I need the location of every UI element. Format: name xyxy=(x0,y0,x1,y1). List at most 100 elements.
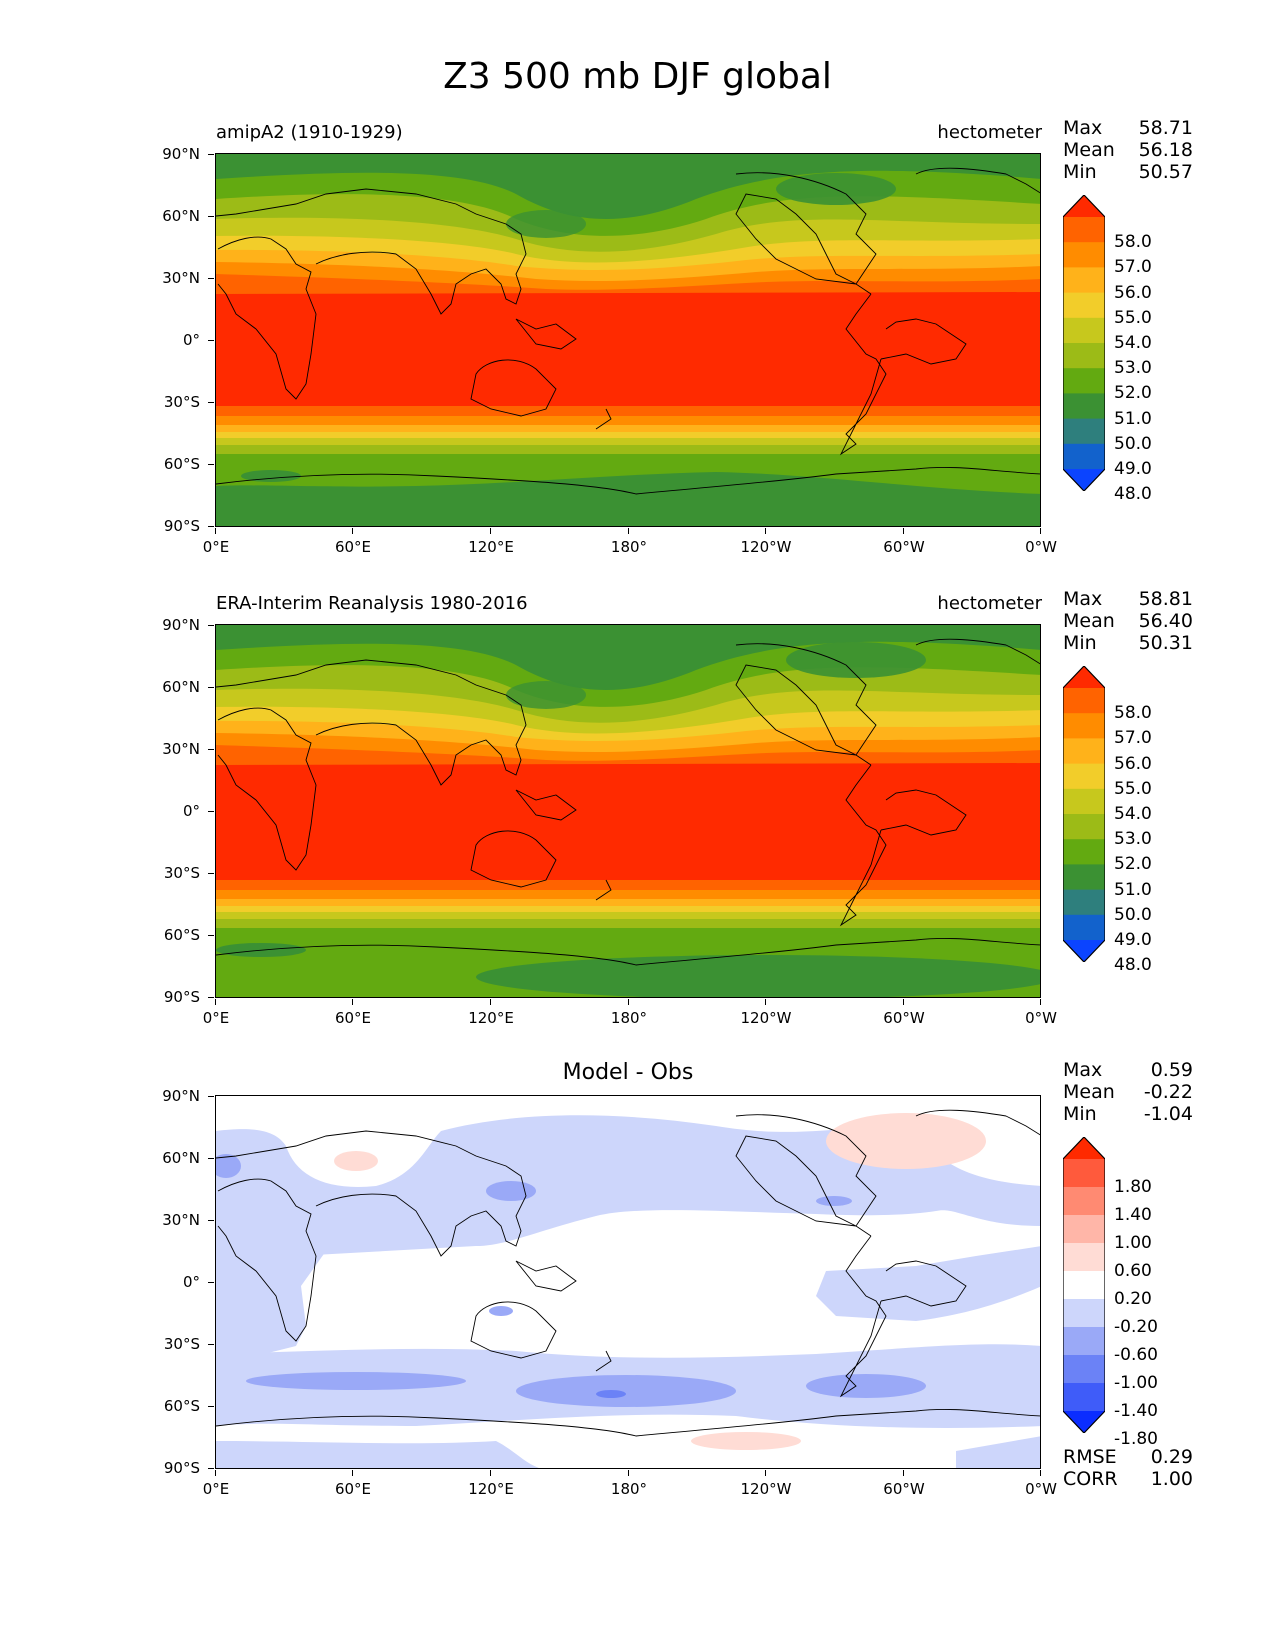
panel3-xtick: 0°W xyxy=(1001,1470,1081,1498)
panel2-xtick: 60°E xyxy=(313,999,393,1027)
panel2-ytick: 0° xyxy=(140,803,214,819)
panel3-xtick: 60°E xyxy=(313,1470,393,1498)
panel1-stats: Max 58.71 Mean 56.18 Min 50.57 xyxy=(1063,117,1193,183)
panel2-ytick: 60°N xyxy=(140,679,214,695)
colorbar-tick-label: 57.0 xyxy=(1114,728,1152,749)
panel3-map xyxy=(215,1095,1041,1469)
colorbar-tick-label: 49.0 xyxy=(1114,930,1152,950)
stat-label: Max xyxy=(1063,588,1103,610)
colorbar-segment xyxy=(1063,292,1105,319)
colorbar-segment xyxy=(1063,763,1105,790)
stat-max: 58.71 xyxy=(1138,117,1193,139)
colorbar-tick-label: 52.0 xyxy=(1114,383,1152,404)
stat-label: Mean xyxy=(1063,610,1115,632)
panel3-xtick: 120°W xyxy=(726,1470,806,1498)
colorbar-tick-label: -1.40 xyxy=(1114,1401,1158,1421)
panel3-ytick: 60°S xyxy=(140,1398,214,1414)
colorbar-segment xyxy=(1063,267,1105,294)
panel3-metrics: RMSE 0.29 CORR 1.00 xyxy=(1063,1446,1193,1490)
panel2-ytick: 90°S xyxy=(140,989,214,1005)
panel3-contour-fill xyxy=(216,1096,1040,1468)
panel2-xtick: 120°E xyxy=(451,999,531,1027)
panel1-ytick: 0° xyxy=(140,332,214,348)
panel3-xtick: 0°E xyxy=(176,1470,256,1498)
stat-label: Min xyxy=(1063,1103,1097,1125)
colorbar-tick-label: 48.0 xyxy=(1114,484,1152,505)
panel2-map xyxy=(215,624,1041,998)
colorbar-tick-label: 48.0 xyxy=(1114,955,1152,976)
colorbar-segment xyxy=(1063,443,1105,470)
panel1-subtitle: amipA2 (1910-1929) xyxy=(216,122,403,143)
panel1-xtick: 60°W xyxy=(864,528,944,556)
panel1-xtick: 0°W xyxy=(1001,528,1081,556)
colorbar-tick-label: 54.0 xyxy=(1114,333,1152,353)
stat-min: 50.57 xyxy=(1138,161,1193,183)
panel2-subtitle: ERA-Interim Reanalysis 1980-2016 xyxy=(216,593,528,614)
colorbar-segment xyxy=(1063,889,1105,916)
panel1-ytick: 60°S xyxy=(140,456,214,472)
colorbar-tick-label: 58.0 xyxy=(1114,703,1152,724)
stat-label: Mean xyxy=(1063,1081,1115,1103)
colorbar-graphic xyxy=(1062,1136,1106,1434)
panel1-ytick: 30°N xyxy=(140,270,214,286)
stat-max: 58.81 xyxy=(1138,588,1193,610)
colorbar-segment xyxy=(1063,217,1105,243)
colorbar-segment xyxy=(1063,1243,1105,1272)
metric-label: CORR xyxy=(1063,1468,1118,1490)
colorbar-tick-label: 51.0 xyxy=(1114,879,1152,900)
panel3-coastlines xyxy=(216,1109,1040,1437)
stat-min: -1.04 xyxy=(1143,1103,1193,1125)
panel2-xtick: 180° xyxy=(589,999,669,1027)
rmse-value: 0.29 xyxy=(1150,1446,1193,1468)
panel3-stats: Max 0.59 Mean -0.22 Min -1.04 xyxy=(1063,1059,1193,1125)
colorbar-tick-label: 55.0 xyxy=(1114,778,1152,799)
panel1-xtick: 180° xyxy=(589,528,669,556)
stat-min: 50.31 xyxy=(1138,632,1193,654)
panel2-xtick: 60°W xyxy=(864,999,944,1027)
stat-mean: -0.22 xyxy=(1143,1081,1193,1103)
colorbar-tick-label: 57.0 xyxy=(1114,257,1152,278)
colorbar-tick-label: -1.80 xyxy=(1114,1429,1158,1449)
colorbar-tick-label: 1.80 xyxy=(1114,1177,1152,1197)
panel2-xtick: 120°W xyxy=(726,999,806,1027)
colorbar-segment xyxy=(1063,713,1105,739)
colorbar-segment xyxy=(1063,1159,1105,1188)
colorbar-tick-label: 50.0 xyxy=(1114,904,1152,925)
panel3-xtick: 60°W xyxy=(864,1470,944,1498)
colorbar-tick-label: 51.0 xyxy=(1114,408,1152,429)
colorbar-tick-label: -1.00 xyxy=(1114,1373,1158,1393)
panel1-xtick: 120°E xyxy=(451,528,531,556)
colorbar-tick-label: 55.0 xyxy=(1114,307,1152,328)
panel3-ytick: 30°S xyxy=(140,1336,214,1352)
colorbar-extend-top xyxy=(1063,1137,1105,1159)
colorbar-tick-label: 49.0 xyxy=(1114,459,1152,479)
stat-label: Max xyxy=(1063,1059,1103,1081)
colorbar-tick-label: 0.60 xyxy=(1114,1261,1152,1281)
panel1-coastlines xyxy=(216,167,1040,495)
colorbar-segment xyxy=(1063,788,1105,815)
colorbar-segment xyxy=(1063,242,1105,268)
colorbar-tick-label: 52.0 xyxy=(1114,854,1152,875)
panel1-ytick: 30°S xyxy=(140,394,214,410)
colorbar-tick-label: 50.0 xyxy=(1114,433,1152,454)
panel2-stats: Max 58.81 Mean 56.40 Min 50.31 xyxy=(1063,588,1193,654)
colorbar-graphic xyxy=(1062,194,1106,492)
panel1-units: hectometer xyxy=(937,122,1042,143)
panel3-ytick: 30°N xyxy=(140,1212,214,1228)
colorbar-extend-top xyxy=(1063,195,1105,217)
panel2-xtick: 0°W xyxy=(1001,999,1081,1027)
panel1-xtick: 60°E xyxy=(313,528,393,556)
colorbar-segment xyxy=(1063,864,1105,891)
colorbar-extend-top xyxy=(1063,666,1105,688)
colorbar-segment xyxy=(1063,1187,1105,1216)
colorbar-segment xyxy=(1063,814,1105,840)
panel2-ytick: 90°N xyxy=(140,617,214,633)
panel2-ytick: 30°N xyxy=(140,741,214,757)
panel3-ytick: 90°N xyxy=(140,1088,214,1104)
panel1-ytick: 90°S xyxy=(140,518,214,534)
panel1-contour-fill xyxy=(216,154,1040,526)
panel3-colorbar xyxy=(1062,1136,1106,1434)
corr-value: 1.00 xyxy=(1150,1468,1193,1490)
colorbar-tick-label: 1.00 xyxy=(1114,1233,1152,1253)
colorbar-segment xyxy=(1063,839,1105,865)
